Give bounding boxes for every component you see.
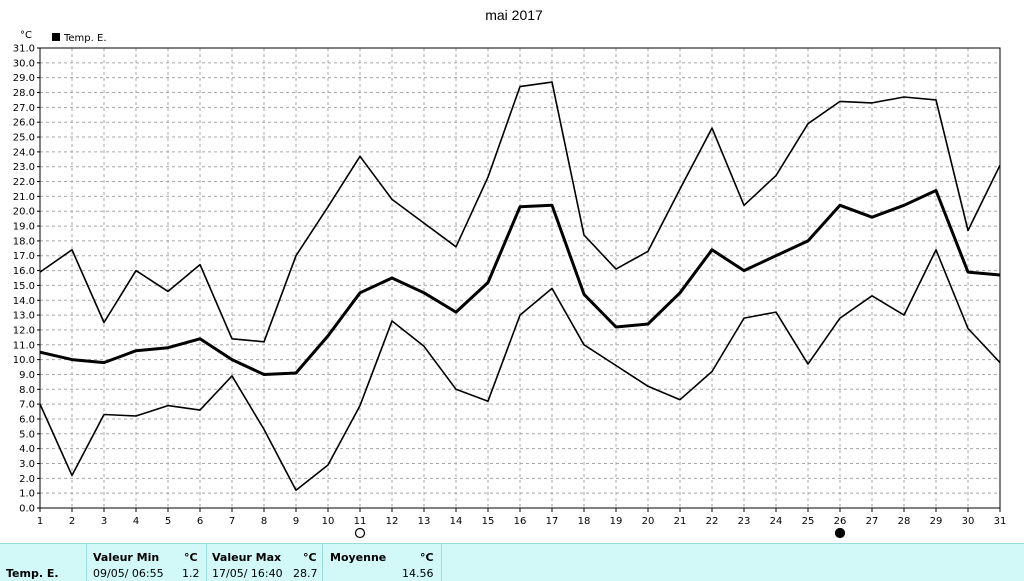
x-tick-label: 2 (69, 516, 75, 527)
x-tick-label: 22 (706, 516, 719, 527)
x-tick-label: 7 (229, 516, 235, 527)
stats-panel: Temp. E. Valeur Min °C 09/05/ 06:55 1.2 … (0, 543, 1024, 581)
x-axis-ticks: 1 2 3 4 5 6 7 8 9 10 11 12 13 14 15 16 17 18 19 20 21 22 23 24 2… (37, 508, 1007, 527)
y-tick-label: 17.0 (13, 251, 35, 262)
y-tick-label: 18.0 (13, 236, 35, 247)
x-tick-label: 16 (514, 516, 527, 527)
x-tick-label: 26 (834, 516, 847, 527)
y-tick-label: 26.0 (13, 118, 35, 129)
y-tick-label: 21.0 (13, 192, 35, 203)
new-moon-marker (834, 527, 846, 539)
y-tick-label: 9.0 (19, 370, 35, 381)
x-tick-label: 18 (578, 516, 591, 527)
y-tick-label: 1.0 (19, 489, 35, 500)
y-axis-unit: °C (20, 30, 32, 41)
series-line-min (39, 249, 1001, 492)
x-tick-label: 9 (293, 516, 299, 527)
panel-separator (206, 544, 207, 581)
y-tick-label: 23.0 (13, 162, 35, 173)
x-tick-label: 10 (322, 516, 335, 527)
y-tick-label: 19.0 (13, 222, 35, 233)
x-tick-label: 28 (898, 516, 911, 527)
y-tick-label: 31.0 (13, 44, 35, 55)
x-tick-label: 1 (37, 516, 43, 527)
y-tick-label: 29.0 (13, 73, 35, 84)
panel-separator (322, 544, 323, 581)
x-tick-label: 30 (962, 516, 975, 527)
max-unit: °C (303, 551, 317, 564)
x-tick-label: 17 (546, 516, 559, 527)
y-tick-label: 30.0 (13, 58, 35, 69)
x-tick-label: 14 (450, 516, 463, 527)
y-tick-label: 16.0 (13, 266, 35, 277)
x-tick-label: 31 (994, 516, 1007, 527)
chart: mai 2017 °C Temp. E. 0.0 1.0 2.0 3.0 4.0 5.0 6… (13, 7, 1007, 539)
y-tick-label: 25.0 (13, 133, 35, 144)
y-tick-label: 11.0 (13, 340, 35, 351)
min-date: 09/05/ 06:55 (93, 567, 164, 580)
x-tick-label: 15 (482, 516, 495, 527)
y-tick-label: 14.0 (13, 296, 35, 307)
x-tick-label: 23 (738, 516, 751, 527)
series-line-max (39, 81, 1001, 343)
y-tick-label: 5.0 (19, 429, 35, 440)
legend-label: Temp. E. (63, 33, 107, 44)
panel-separator (441, 544, 442, 581)
grid-lines (40, 48, 1000, 508)
max-date: 17/05/ 16:40 (212, 567, 283, 580)
x-tick-label: 20 (642, 516, 655, 527)
y-tick-label: 7.0 (19, 400, 35, 411)
legend-swatch (52, 33, 60, 41)
y-tick-label: 20.0 (13, 207, 35, 218)
min-unit: °C (184, 551, 198, 564)
x-tick-label: 6 (197, 516, 203, 527)
y-tick-label: 10.0 (13, 355, 35, 366)
y-tick-label: 24.0 (13, 147, 35, 158)
max-header: Valeur Max (212, 551, 282, 564)
x-tick-label: 3 (101, 516, 107, 527)
x-tick-label: 19 (610, 516, 623, 527)
y-tick-label: 0.0 (19, 504, 35, 515)
mean-value: 14.56 (402, 567, 434, 580)
x-tick-label: 13 (418, 516, 431, 527)
y-tick-label: 6.0 (19, 414, 35, 425)
y-tick-label: 22.0 (13, 177, 35, 188)
y-tick-label: 15.0 (13, 281, 35, 292)
x-tick-label: 21 (674, 516, 687, 527)
mean-header: Moyenne (330, 551, 387, 564)
x-tick-label: 29 (930, 516, 943, 527)
mean-unit: °C (420, 551, 434, 564)
chart-title: mai 2017 (485, 7, 543, 23)
y-tick-label: 4.0 (19, 444, 35, 455)
x-tick-label: 27 (866, 516, 879, 527)
x-tick-label: 5 (165, 516, 171, 527)
min-header: Valeur Min (93, 551, 160, 564)
x-tick-label: 25 (802, 516, 815, 527)
y-tick-label: 2.0 (19, 474, 35, 485)
max-value: 28.7 (293, 567, 318, 580)
series-line-mean (39, 189, 1001, 376)
x-tick-label: 11 (354, 516, 367, 527)
full-moon-marker (354, 527, 366, 539)
x-tick-label: 12 (386, 516, 399, 527)
y-tick-label: 28.0 (13, 88, 35, 99)
y-tick-label: 13.0 (13, 311, 35, 322)
moon-markers (354, 527, 846, 539)
x-tick-label: 24 (770, 516, 783, 527)
row-label: Temp. E. (6, 567, 59, 580)
y-tick-label: 3.0 (19, 459, 35, 470)
y-tick-label: 12.0 (13, 325, 35, 336)
y-tick-label: 8.0 (19, 385, 35, 396)
panel-separator (86, 544, 87, 581)
min-value: 1.2 (182, 567, 200, 580)
x-tick-label: 4 (133, 516, 139, 527)
x-tick-label: 8 (261, 516, 267, 527)
y-axis-ticks: 0.0 1.0 2.0 3.0 4.0 5.0 6.0 7.0 8.0 9.0 10.0 11.0 12… (13, 44, 40, 515)
series-lines (39, 81, 1001, 492)
y-tick-label: 27.0 (13, 103, 35, 114)
